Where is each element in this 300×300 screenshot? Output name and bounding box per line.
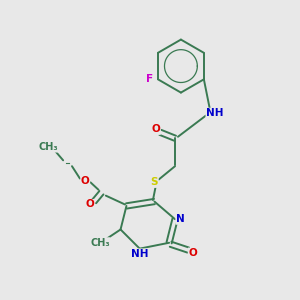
Text: F: F xyxy=(146,74,153,84)
Text: O: O xyxy=(152,124,160,134)
Text: CH₃: CH₃ xyxy=(90,238,110,248)
Text: O: O xyxy=(85,200,94,209)
Text: O: O xyxy=(81,176,90,186)
Text: N: N xyxy=(176,214,185,224)
Text: NH: NH xyxy=(131,249,148,259)
Text: O: O xyxy=(188,248,197,258)
Text: NH: NH xyxy=(206,108,224,118)
Text: S: S xyxy=(151,177,158,188)
Text: CH₃: CH₃ xyxy=(39,142,58,152)
